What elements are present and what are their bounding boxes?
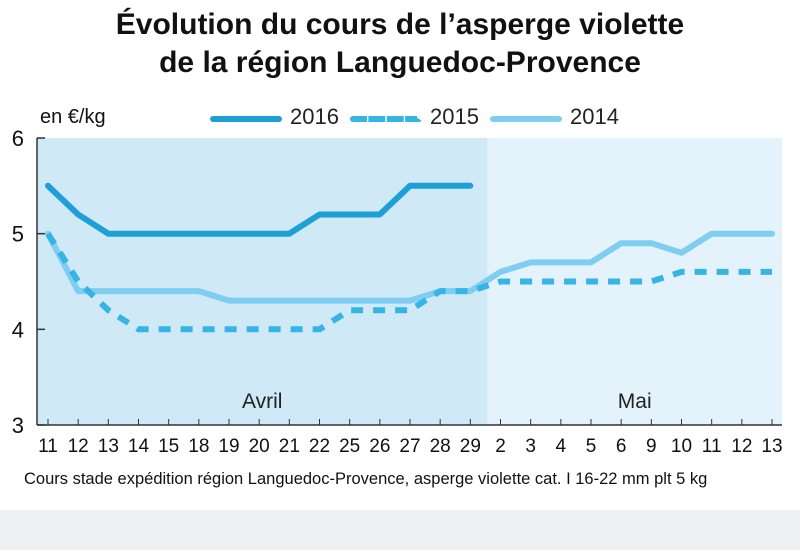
y-tick-label-4: 4 xyxy=(12,317,24,342)
x-tick-label-18: 5 xyxy=(586,436,597,457)
x-tick-label-6: 19 xyxy=(218,436,239,457)
chart-title-line-2: de la région Languedoc-Provence xyxy=(159,46,641,79)
x-tick-label-20: 9 xyxy=(646,436,657,457)
x-tick-label-19: 6 xyxy=(616,436,627,457)
series-line-2016 xyxy=(45,182,474,237)
y-tick-label-6: 6 xyxy=(12,126,24,151)
x-tick-label-13: 28 xyxy=(430,436,451,457)
legend-label-2016: 2016 xyxy=(290,104,339,129)
y-tick-label-3: 3 xyxy=(12,413,24,438)
x-tick-label-15: 2 xyxy=(495,436,506,457)
legend-swatch-2014 xyxy=(490,116,562,122)
x-tick-label-16: 3 xyxy=(525,436,536,457)
x-tick-label-9: 22 xyxy=(309,436,330,457)
legend-label-2014: 2014 xyxy=(570,104,619,129)
series-line-2014 xyxy=(45,230,775,304)
legend-label-2015: 2015 xyxy=(430,104,479,129)
x-tick-label-23: 12 xyxy=(731,436,752,457)
x-tick-label-2: 13 xyxy=(98,436,119,457)
x-tick-label-14: 29 xyxy=(460,436,481,457)
x-tick-label-8: 21 xyxy=(279,436,300,457)
y-axis-unit-label: en €/kg xyxy=(40,106,106,128)
x-tick-label-1: 12 xyxy=(68,436,89,457)
x-tick-label-7: 20 xyxy=(249,436,270,457)
x-tick-label-5: 18 xyxy=(188,436,209,457)
legend-swatch-2016 xyxy=(210,116,282,122)
legend-swatch-2015 xyxy=(350,116,422,122)
x-tick-label-24: 13 xyxy=(761,436,782,457)
x-tick-label-22: 11 xyxy=(702,436,722,457)
month-label-1: Mai xyxy=(618,390,652,413)
x-tick-label-4: 15 xyxy=(158,436,179,457)
x-tick-label-0: 11 xyxy=(38,436,58,457)
series-line-2015 xyxy=(45,232,772,333)
chart-footnote: Cours stade expédition région Languedoc-… xyxy=(24,470,708,488)
x-tick-label-21: 10 xyxy=(671,436,692,457)
month-region-0 xyxy=(37,138,488,425)
x-tick-label-11: 26 xyxy=(369,436,390,457)
page-bottom-bar xyxy=(0,510,800,550)
legend: 2016 2015 2014 xyxy=(210,104,630,130)
x-tick-label-3: 14 xyxy=(128,436,150,457)
x-tick-label-10: 25 xyxy=(339,436,360,457)
month-label-0: Avril xyxy=(242,390,282,413)
x-tick-label-17: 4 xyxy=(556,436,567,457)
x-tick-label-12: 27 xyxy=(399,436,420,457)
chart-title: Évolution du cours de l’asperge violette… xyxy=(0,6,800,82)
chart-title-line-1: Évolution du cours de l’asperge violette xyxy=(115,8,685,41)
y-tick-label-5: 5 xyxy=(12,222,24,247)
